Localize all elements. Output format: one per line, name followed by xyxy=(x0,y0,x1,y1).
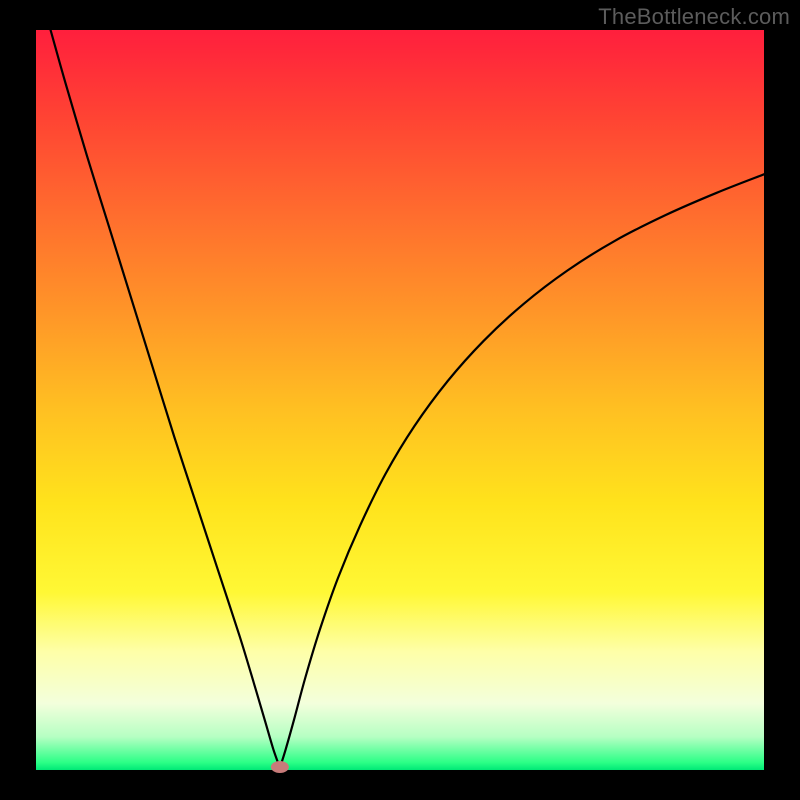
gradient-background xyxy=(36,30,764,770)
chart-stage: TheBottleneck.com xyxy=(0,0,800,800)
optimum-marker xyxy=(271,761,289,773)
watermark-text: TheBottleneck.com xyxy=(598,4,790,30)
bottleneck-chart xyxy=(0,0,800,800)
